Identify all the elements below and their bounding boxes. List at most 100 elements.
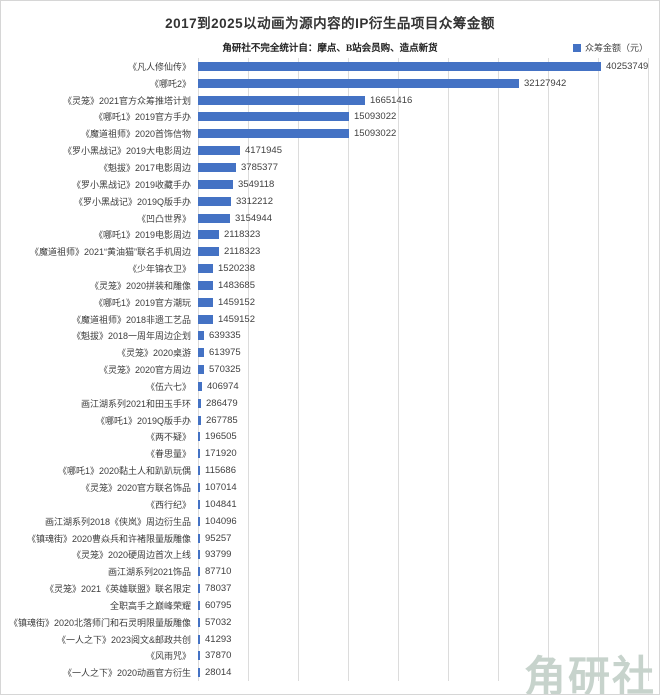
bar	[198, 78, 519, 88]
bar	[198, 584, 200, 594]
bar-plot: 15093022	[198, 125, 659, 142]
bar-plot: 87710	[198, 563, 659, 580]
bar-plot: 267785	[198, 412, 659, 429]
bar-row: 《魁拔》2018一周年周边企划 639335	[1, 328, 659, 345]
category-label: 《两不疑》	[145, 432, 191, 443]
bar	[198, 634, 200, 644]
bar-row: 《镇魂街》2020曹焱兵和许褚限量版雕像 95257	[1, 530, 659, 547]
bar-row: 《一人之下》2023阅文&邮政共创 41293	[1, 631, 659, 648]
category-label: 《魁拔》2017电影周边	[98, 162, 191, 173]
bar	[198, 280, 213, 290]
bar	[198, 600, 200, 610]
value-label: 78037	[205, 583, 232, 595]
bar-plot: 406974	[198, 378, 659, 395]
category-label: 《风雨咒》	[145, 651, 191, 662]
value-label: 115686	[205, 465, 236, 477]
bar-row: 《风雨咒》 37870	[1, 648, 659, 665]
bar	[198, 483, 200, 493]
bar-plot: 107014	[198, 479, 659, 496]
bar	[198, 297, 213, 307]
value-label: 570325	[209, 364, 241, 376]
bar-plot: 32127942	[198, 75, 659, 92]
category-label: 《凹凸世界》	[136, 213, 191, 224]
bar-row: 《西行纪》 104841	[1, 496, 659, 513]
bar-row: 《哪吒1》2019电影周边 2118323	[1, 226, 659, 243]
bar-plot: 3154944	[198, 210, 659, 227]
bar	[198, 516, 200, 526]
bar-row: 《眷思量》 171920	[1, 445, 659, 462]
category-label: 画江湖系列2021和田玉手环	[80, 398, 191, 409]
bar-row: 《少年锦衣卫》 1520238	[1, 260, 659, 277]
value-label: 267785	[206, 414, 238, 426]
bar	[198, 112, 349, 122]
bar	[198, 499, 200, 509]
bar-row: 《哪吒1》2019官方手办 15093022	[1, 109, 659, 126]
category-label: 《罗小黑战记》2019Q版手办	[73, 196, 191, 207]
bar-plot: 57032	[198, 614, 659, 631]
bar-plot: 78037	[198, 580, 659, 597]
bar	[198, 365, 204, 375]
value-label: 406974	[207, 380, 239, 392]
legend: 众筹金额（元）	[572, 41, 648, 54]
bar-plot: 104096	[198, 513, 659, 530]
value-label: 2118323	[224, 246, 261, 258]
chart-title: 2017到2025以动画为源内容的IP衍生品项目众筹金额	[165, 16, 495, 31]
value-label: 3312212	[236, 195, 273, 207]
value-label: 16651416	[370, 94, 413, 106]
bar-plot: 41293	[198, 631, 659, 648]
bar	[198, 617, 200, 627]
category-label: 全职高手之巅峰荣耀	[109, 600, 191, 611]
bar-row: 《灵笼》2020拼装和雕像 1483685	[1, 277, 659, 294]
bar	[198, 651, 200, 661]
bar-rows: 《凡人修仙传》 40253749 《哪吒2》 32127942 《灵笼》2021官方众筹…	[1, 58, 659, 681]
category-label: 《哪吒1》2019电影周边	[93, 230, 191, 241]
bar	[198, 432, 200, 442]
bar	[198, 415, 201, 425]
bar-plot: 1483685	[198, 277, 659, 294]
value-label: 104096	[205, 515, 237, 527]
bar	[198, 533, 200, 543]
bar	[198, 567, 200, 577]
bar-plot: 95257	[198, 530, 659, 547]
chart-subheader: 角研社不完全统计自：摩点、B站会员购、造点新货 众筹金额（元）	[1, 40, 659, 54]
bar	[198, 668, 200, 678]
value-label: 1459152	[218, 296, 255, 308]
bar-chart: 《凡人修仙传》 40253749 《哪吒2》 32127942 《灵笼》2021官方众筹…	[1, 58, 659, 686]
category-label: 《罗小黑战记》2019大电影周边	[62, 146, 191, 157]
bar-plot: 15093022	[198, 109, 659, 126]
value-label: 107014	[205, 482, 237, 494]
bar-plot: 1459152	[198, 311, 659, 328]
bar-plot: 28014	[198, 664, 659, 681]
bar	[198, 264, 213, 274]
bar-row: 《罗小黑战记》2019收藏手办 3549118	[1, 176, 659, 193]
legend-swatch-icon	[572, 43, 581, 52]
bar-plot: 16651416	[198, 92, 659, 109]
value-label: 15093022	[354, 111, 397, 123]
value-label: 37870	[205, 650, 232, 662]
category-label: 《一人之下》2020动画官方衍生	[62, 668, 191, 679]
bar-plot: 3312212	[198, 193, 659, 210]
bar-plot: 286479	[198, 395, 659, 412]
value-label: 1520238	[218, 263, 255, 275]
bar-plot: 3785377	[198, 159, 659, 176]
bar	[198, 381, 202, 391]
bar-row: 《凹凸世界》 3154944	[1, 210, 659, 227]
category-label: 《灵笼》2020拼装和雕像	[89, 280, 191, 291]
bar-plot: 613975	[198, 344, 659, 361]
category-label: 画江湖系列2018《侠岚》周边衍生品	[44, 516, 191, 527]
bar-plot: 60795	[198, 597, 659, 614]
bar-row: 《一人之下》2020动画官方衍生 28014	[1, 664, 659, 681]
category-label: 《镇魂街》2020北落师门和石灵明限量版雕像	[8, 617, 191, 628]
category-label: 《魔道祖师》2021“黄油猫”联名手机周边	[29, 247, 191, 258]
bar	[198, 61, 601, 71]
category-label: 《魔道祖师》2018非遗工艺品	[71, 314, 191, 325]
bar-row: 《罗小黑战记》2019Q版手办 3312212	[1, 193, 659, 210]
bar-plot: 3549118	[198, 176, 659, 193]
value-label: 286479	[206, 397, 238, 409]
value-label: 1483685	[218, 279, 255, 291]
bar-plot: 639335	[198, 328, 659, 345]
category-label: 《灵笼》2020桌游	[116, 348, 191, 359]
category-label: 《灵笼》2021官方众筹推塔计划	[62, 95, 191, 106]
bar-plot: 2118323	[198, 243, 659, 260]
category-label: 《哪吒1》2019官方手办	[93, 112, 191, 123]
